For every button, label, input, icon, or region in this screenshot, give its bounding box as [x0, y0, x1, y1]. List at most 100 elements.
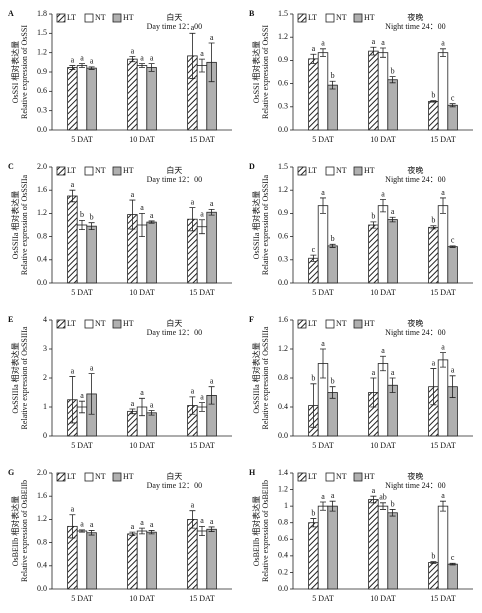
significance-letter: a	[210, 517, 214, 526]
y-tick-label: 0.3	[278, 255, 288, 264]
bar	[447, 104, 458, 131]
error-bar	[129, 408, 136, 415]
x-tick-label: 15 DAT	[189, 441, 215, 450]
note: 白天	[166, 165, 182, 175]
error-bar	[208, 386, 215, 405]
error-bar	[139, 63, 145, 68]
y-tick-label: 0.4	[37, 255, 47, 264]
significance-letter: b	[431, 551, 435, 560]
significance-letter: a	[150, 53, 154, 62]
bar	[327, 505, 338, 590]
bar	[437, 359, 449, 437]
error-bar	[139, 397, 145, 417]
bar	[67, 195, 78, 284]
significance-letter: a	[191, 501, 195, 510]
legend-label: HT	[364, 166, 375, 175]
note: Night time 24：00	[385, 481, 445, 490]
y-tick-label: 1.5	[278, 162, 288, 171]
legend-label: LT	[67, 166, 76, 175]
significance-letter: a	[321, 188, 325, 197]
legend-label: HT	[364, 319, 375, 328]
significance-letter: a	[71, 505, 75, 514]
significance-letter: a	[80, 520, 84, 529]
significance-letter: a	[200, 392, 204, 401]
y-axis-label: OsSSI 相对表达量	[10, 41, 20, 103]
legend-label: HT	[123, 319, 134, 328]
bar	[308, 58, 319, 131]
y-tick-label: 1.4	[278, 468, 288, 477]
significance-letter: a	[391, 207, 395, 216]
error-bar	[139, 213, 145, 237]
y-axis-label: OsBEIIb 相对表达量	[10, 496, 20, 566]
legend-label: NT	[95, 319, 106, 328]
note: Night time 24：00	[385, 175, 445, 184]
x-tick-label: 10 DAT	[370, 441, 396, 450]
y-tick-label: 4	[43, 315, 47, 324]
y-tick-label: 0.0	[278, 125, 288, 134]
significance-letter: a	[200, 210, 204, 219]
y-tick-label: 2.0	[37, 162, 47, 171]
legend-label: NT	[95, 472, 106, 481]
note: 夜晚	[407, 318, 423, 328]
significance-letter: a	[71, 180, 75, 189]
legend-label: LT	[67, 319, 76, 328]
note: Day time 12：00	[147, 481, 203, 490]
bar	[377, 52, 389, 131]
error-bar	[380, 502, 386, 510]
y-tick-label: 0.8	[278, 373, 288, 382]
bar	[76, 224, 88, 284]
bar	[428, 562, 439, 590]
bar	[327, 245, 338, 284]
bar	[387, 512, 398, 590]
significance-letter: a	[451, 366, 455, 375]
legend-label: NT	[336, 166, 347, 175]
legend-label: LT	[308, 13, 317, 22]
significance-letter: a	[372, 37, 376, 46]
bar	[377, 505, 389, 590]
significance-letter: b	[80, 210, 84, 219]
bar	[76, 530, 88, 590]
note: 夜晚	[407, 165, 423, 175]
x-tick-label: 10 DAT	[370, 594, 396, 603]
legend-label: HT	[123, 166, 134, 175]
y-tick-label: 1.2	[278, 484, 288, 493]
significance-letter: c	[451, 236, 455, 245]
y-axis-label: Relative expression of OsSSIIIa	[20, 326, 29, 429]
significance-letter: a	[200, 49, 204, 58]
error-bar	[148, 530, 155, 535]
y-tick-label: 1.6	[37, 491, 47, 500]
bar	[368, 224, 379, 284]
error-bar	[449, 103, 456, 108]
bar	[136, 530, 148, 590]
significance-letter: a	[321, 39, 325, 48]
bar	[196, 226, 208, 284]
y-tick-label: 0.6	[37, 86, 47, 95]
bar	[308, 257, 319, 284]
significance-letter: a	[90, 520, 94, 529]
significance-letter: b	[371, 212, 375, 221]
y-tick-label: 0.0	[37, 584, 47, 593]
significance-letter: a	[210, 199, 214, 208]
error-bar	[449, 245, 456, 248]
y-tick-label: 1.2	[278, 344, 288, 353]
significance-letter: a	[191, 23, 195, 32]
error-bar	[208, 208, 215, 216]
legend-swatch	[297, 472, 307, 482]
x-tick-label: 15 DAT	[189, 135, 215, 144]
error-bar	[310, 518, 317, 528]
bar	[327, 392, 338, 437]
legend-label: NT	[336, 319, 347, 328]
significance-letter: a	[391, 368, 395, 377]
bar	[86, 532, 97, 590]
x-tick-label: 10 DAT	[129, 135, 155, 144]
legend-label: NT	[336, 472, 347, 481]
note: Day time 12：00	[147, 175, 203, 184]
note: 白天	[166, 318, 182, 328]
significance-letter: a	[150, 400, 154, 409]
legend-swatch	[84, 319, 94, 329]
significance-letter: c	[312, 245, 316, 254]
y-tick-label: 1.2	[37, 208, 47, 217]
bar	[437, 505, 449, 590]
bar	[127, 58, 138, 131]
